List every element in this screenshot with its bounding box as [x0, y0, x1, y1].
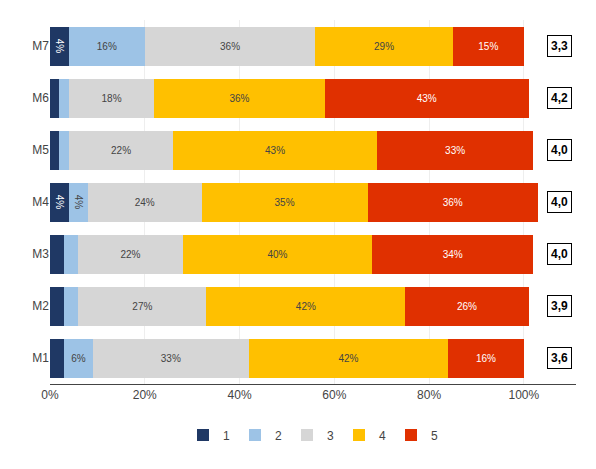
- svg-text:29%: 29%: [374, 41, 394, 52]
- svg-text:M4: M4: [32, 195, 49, 209]
- svg-text:40%: 40%: [228, 388, 252, 402]
- svg-text:4,2: 4,2: [551, 91, 568, 105]
- svg-text:20%: 20%: [133, 388, 157, 402]
- svg-text:24%: 24%: [135, 197, 155, 208]
- svg-text:35%: 35%: [275, 197, 295, 208]
- svg-text:16%: 16%: [476, 353, 496, 364]
- svg-text:80%: 80%: [417, 388, 441, 402]
- svg-text:26%: 26%: [457, 301, 477, 312]
- svg-text:4,0: 4,0: [551, 143, 568, 157]
- svg-text:0%: 0%: [41, 388, 59, 402]
- svg-text:1: 1: [223, 429, 230, 443]
- svg-text:5: 5: [431, 429, 438, 443]
- svg-text:M6: M6: [32, 91, 49, 105]
- svg-text:100%: 100%: [509, 388, 540, 402]
- svg-text:33%: 33%: [161, 353, 181, 364]
- svg-text:4%: 4%: [73, 195, 84, 210]
- svg-text:15%: 15%: [478, 41, 498, 52]
- svg-text:4%: 4%: [54, 195, 65, 210]
- svg-text:36%: 36%: [220, 41, 240, 52]
- svg-text:3,9: 3,9: [551, 299, 568, 313]
- svg-text:36%: 36%: [229, 93, 249, 104]
- svg-text:4,0: 4,0: [551, 247, 568, 261]
- svg-text:43%: 43%: [265, 145, 285, 156]
- svg-text:42%: 42%: [338, 353, 358, 364]
- svg-text:40%: 40%: [267, 249, 287, 260]
- svg-text:M7: M7: [32, 39, 49, 53]
- svg-text:4%: 4%: [54, 39, 65, 54]
- svg-text:42%: 42%: [296, 301, 316, 312]
- svg-text:M2: M2: [32, 299, 49, 313]
- svg-text:3,6: 3,6: [551, 351, 568, 365]
- svg-text:22%: 22%: [111, 145, 131, 156]
- svg-text:M3: M3: [32, 247, 49, 261]
- svg-text:3: 3: [327, 429, 334, 443]
- svg-text:4,0: 4,0: [551, 195, 568, 209]
- svg-text:60%: 60%: [322, 388, 346, 402]
- svg-text:M1: M1: [32, 351, 49, 365]
- svg-text:33%: 33%: [445, 145, 465, 156]
- svg-text:2: 2: [275, 429, 282, 443]
- svg-text:3,3: 3,3: [551, 39, 568, 53]
- svg-text:4: 4: [379, 429, 386, 443]
- svg-text:43%: 43%: [417, 93, 437, 104]
- svg-text:27%: 27%: [132, 301, 152, 312]
- svg-text:M5: M5: [32, 143, 49, 157]
- svg-text:6%: 6%: [71, 353, 86, 364]
- svg-text:34%: 34%: [443, 249, 463, 260]
- svg-text:36%: 36%: [443, 197, 463, 208]
- svg-text:16%: 16%: [97, 41, 117, 52]
- svg-text:18%: 18%: [102, 93, 122, 104]
- svg-text:22%: 22%: [120, 249, 140, 260]
